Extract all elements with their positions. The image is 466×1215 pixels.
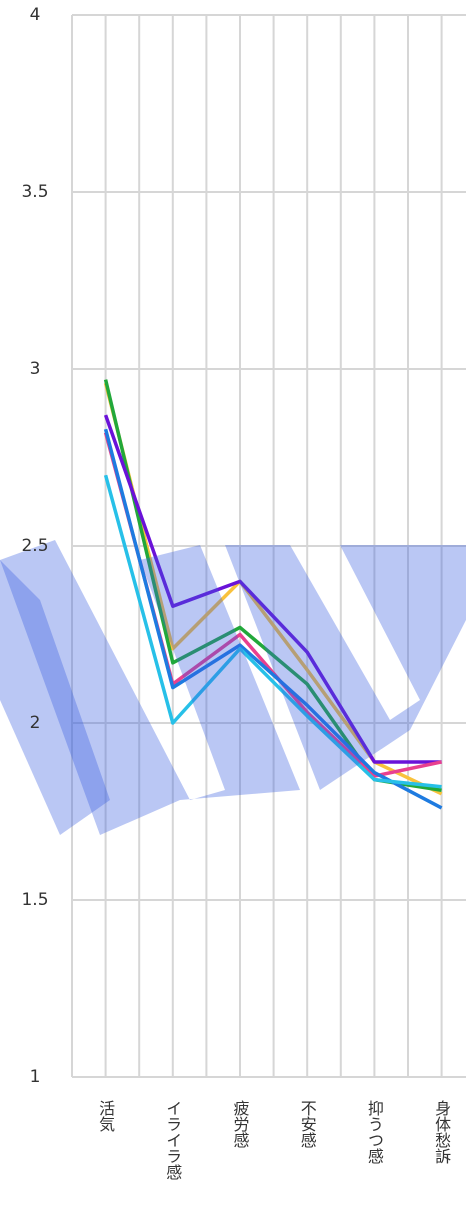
x-tick-label: 身体愁訴 [432, 1100, 451, 1164]
x-tick-label: 活気 [96, 1100, 115, 1133]
series-line [103, 474, 442, 789]
lines [103, 379, 443, 810]
grid [71, 14, 466, 1078]
x-tick-label: イライラ感 [163, 1100, 182, 1180]
watermark [0, 540, 466, 835]
y-tick-label: 2 [30, 713, 41, 733]
x-tick-label: 抑うつ感 [365, 1100, 384, 1164]
x-tick-label: 不安感 [298, 1100, 317, 1148]
y-tick-label: 3 [30, 359, 41, 379]
y-tick-label: 4 [30, 5, 41, 25]
series-line [103, 414, 442, 764]
series-line [103, 428, 443, 810]
x-tick-label: 疲労感 [231, 1100, 250, 1148]
y-tick-label: 1 [30, 1067, 41, 1087]
y-tick-label: 3.5 [21, 182, 48, 202]
y-tick-label: 2.5 [21, 536, 48, 556]
y-tick-label: 1.5 [21, 890, 48, 910]
series-line [103, 382, 443, 796]
